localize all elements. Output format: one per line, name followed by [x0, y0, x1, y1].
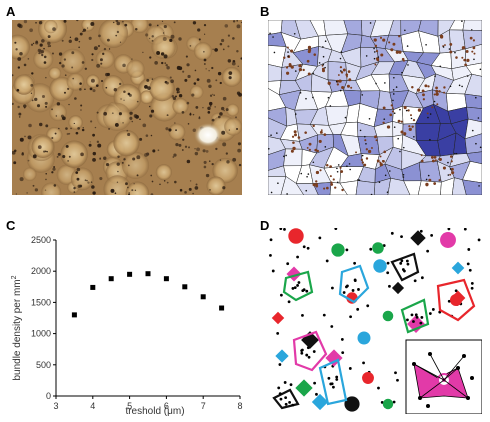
micrograph-image	[12, 20, 242, 195]
x-tick-label: 6	[164, 401, 169, 411]
panel-c-letter: C	[6, 218, 16, 233]
x-tick-label: 3	[53, 401, 58, 411]
inset-cluster	[412, 352, 474, 408]
panel-d-letter: D	[260, 218, 270, 233]
y-axis-label-main: bundle density per mm	[12, 279, 23, 380]
data-point	[90, 284, 96, 290]
y-tick-label: 2500	[31, 235, 51, 245]
y-axis-label: bundle density per mm2	[11, 275, 23, 380]
y-tick-label: 1500	[31, 297, 51, 307]
cluster-diagram	[268, 228, 482, 414]
y-tick-label: 2000	[31, 266, 51, 276]
data-point	[108, 276, 114, 282]
panel-a-letter: A	[6, 4, 16, 19]
data-point	[71, 312, 77, 318]
x-tick-label: 4	[90, 401, 95, 411]
x-tick-label: 8	[237, 401, 242, 411]
data-point	[145, 271, 151, 277]
bundle-density-chart: 3 4 5 6 7 8 0 500 1000 1500 2000 2500 treshold (μm)…	[11, 235, 243, 417]
x-axis-label: treshold (μm)	[125, 406, 184, 417]
data-point	[200, 294, 206, 300]
x-tick-label: 7	[201, 401, 206, 411]
x-tick-label: 5	[127, 401, 132, 411]
data-point	[182, 284, 188, 290]
panel-b-letter: B	[260, 4, 270, 19]
y-tick-label: 1000	[31, 329, 51, 339]
y-axis-label-superscript: 2	[11, 275, 18, 279]
data-point	[219, 305, 225, 311]
data-point	[127, 271, 133, 277]
y-tick-label: 0	[46, 391, 51, 401]
data-point	[163, 276, 169, 282]
y-tick-label: 500	[36, 360, 51, 370]
voronoi-image	[268, 20, 482, 195]
